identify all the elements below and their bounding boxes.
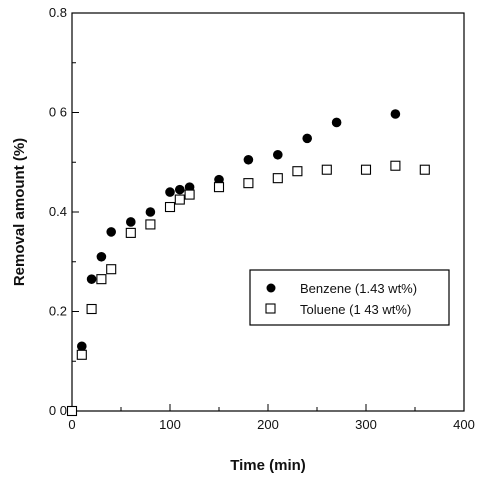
- benzene-point: [96, 251, 107, 262]
- legend-label-benzene: Benzene (1.43 wt%): [300, 281, 417, 296]
- y-tick-label: 0.8: [49, 5, 67, 20]
- benzene-point: [243, 154, 254, 165]
- x-axis-title: Time (min): [230, 457, 306, 474]
- benzene-point: [165, 187, 175, 197]
- benzene-point: [145, 207, 156, 217]
- axis-ticks: [71, 12, 465, 412]
- legend-label-toluene: Toluene (1 43 wt%): [300, 302, 411, 317]
- benzene-point: [214, 174, 224, 185]
- toluene-point: [243, 178, 254, 189]
- toluene-point: [76, 349, 87, 360]
- benzene-point: [331, 117, 342, 128]
- toluene-point: [164, 201, 176, 213]
- benzene-point: [106, 227, 116, 237]
- x-tick-label: 100: [159, 417, 181, 432]
- x-tick-label: 300: [355, 417, 377, 432]
- legend-marker-toluene: [265, 303, 276, 314]
- benzene-point: [273, 149, 283, 160]
- axis-tick-labels: 0 100 200 300 400 0 0 0.2 0.4 0 6 0.8: [49, 5, 475, 432]
- toluene-point: [125, 227, 136, 238]
- benzene-point: [184, 182, 195, 192]
- toluene-point: [213, 182, 225, 193]
- x-tick-label: 0: [68, 417, 75, 432]
- legend-box: [249, 269, 450, 326]
- toluene-point: [96, 274, 107, 285]
- benzene-point: [86, 274, 97, 284]
- y-tick-label: 0.2: [49, 304, 67, 319]
- legend-marker-benzene: [266, 283, 276, 293]
- data-points: [66, 109, 430, 417]
- toluene-point: [272, 173, 283, 184]
- toluene-point: [360, 164, 372, 175]
- benzene-point: [77, 341, 87, 352]
- legend: Benzene (1.43 wt%) Toluene (1 43 wt%): [249, 269, 450, 326]
- toluene-point: [390, 160, 401, 171]
- y-tick-label: 0 6: [49, 105, 67, 120]
- benzene-point: [390, 109, 401, 119]
- toluene-point: [321, 164, 332, 175]
- y-tick-label: 0 0: [49, 403, 67, 418]
- y-axis-title: Removal amount (%): [11, 138, 28, 286]
- y-tick-label: 0.4: [49, 204, 67, 219]
- x-tick-label: 400: [453, 417, 475, 432]
- toluene-point: [86, 303, 97, 315]
- toluene-point: [184, 189, 195, 200]
- toluene-point: [174, 194, 185, 205]
- toluene-point: [292, 166, 303, 177]
- x-tick-label: 200: [257, 417, 279, 432]
- benzene-point: [126, 217, 136, 227]
- benzene-point: [302, 133, 313, 144]
- toluene-point: [106, 264, 117, 275]
- benzene-point: [175, 184, 185, 195]
- toluene-point: [419, 164, 430, 175]
- plot-frame: [71, 12, 465, 412]
- toluene-point: [66, 405, 78, 417]
- toluene-point: [145, 219, 156, 230]
